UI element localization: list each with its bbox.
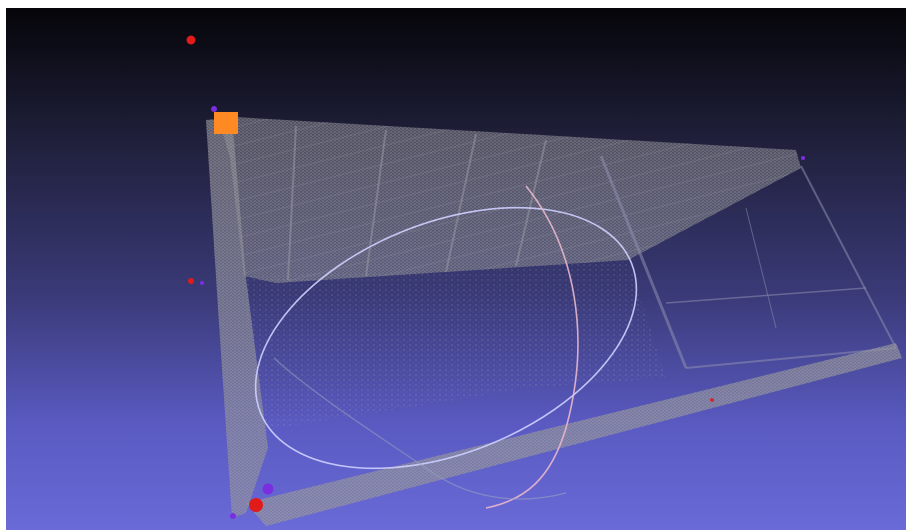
red-marker-left [188,278,194,284]
trackball-horizontal-ring[interactable] [217,156,674,519]
red-marker-top [186,35,196,45]
floor-beam-point-cloud [246,343,902,526]
ceiling-rafters [287,125,547,281]
ceiling-point-cloud [218,116,801,283]
trackball-gizmo[interactable] [217,156,674,519]
purple-marker-left [200,281,204,285]
purple-marker-bottom [262,483,274,495]
point-cloud-render[interactable] [6,8,906,530]
trackball-third-ring[interactable] [273,357,567,500]
red-marker-small-right [710,398,714,402]
orange-marker-cluster [214,112,238,134]
markers [186,35,805,519]
purple-marker-corner [211,106,217,112]
purple-marker-right [801,156,805,160]
purple-marker-bottom-small [230,513,236,519]
red-marker-bottom [249,498,263,512]
window-frame [599,155,897,369]
3d-viewport[interactable] [6,8,906,530]
trackball-vertical-ring[interactable] [485,185,579,509]
wall-point-cloud [244,260,666,438]
left-pillar-point-cloud [206,118,268,518]
